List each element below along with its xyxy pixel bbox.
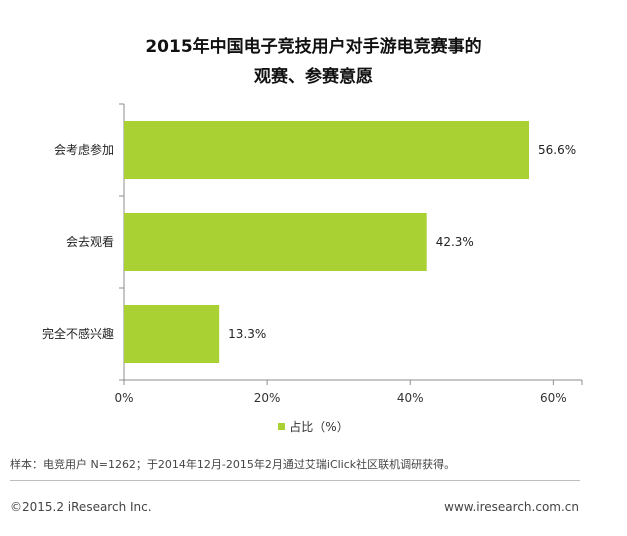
category-label: 会去观看 (66, 235, 114, 249)
bar (124, 121, 530, 179)
x-tick-label: 20% (254, 391, 281, 405)
copyright: ©2015.2 iResearch Inc. (10, 500, 152, 514)
website: www.iresearch.com.cn (444, 500, 579, 514)
legend-label: 占比（%） (289, 420, 349, 434)
data-label: 13.3% (228, 327, 266, 341)
bar (124, 305, 220, 363)
category-label: 会考虑参加 (54, 142, 114, 157)
legend: 占比（%） (0, 418, 627, 435)
x-tick-label: 0% (114, 391, 133, 405)
legend-swatch (278, 423, 286, 430)
chart-title-line-2: 观赛、参赛意愿 (254, 67, 373, 87)
chart-title-line-1: 2015年中国电子竞技用户对手游电竞赛事的 (145, 37, 482, 57)
sample-note: 样本：电竞用户 N=1262；于2014年12月-2015年2月通过艾瑞iCli… (10, 458, 456, 471)
bar (124, 213, 427, 271)
x-tick-label: 40% (397, 391, 424, 405)
data-label: 56.6% (538, 143, 576, 157)
category-label: 完全不感兴趣 (42, 326, 114, 341)
footer-divider (10, 480, 580, 481)
x-tick-label: 60% (540, 391, 567, 405)
data-label: 42.3% (436, 235, 474, 249)
